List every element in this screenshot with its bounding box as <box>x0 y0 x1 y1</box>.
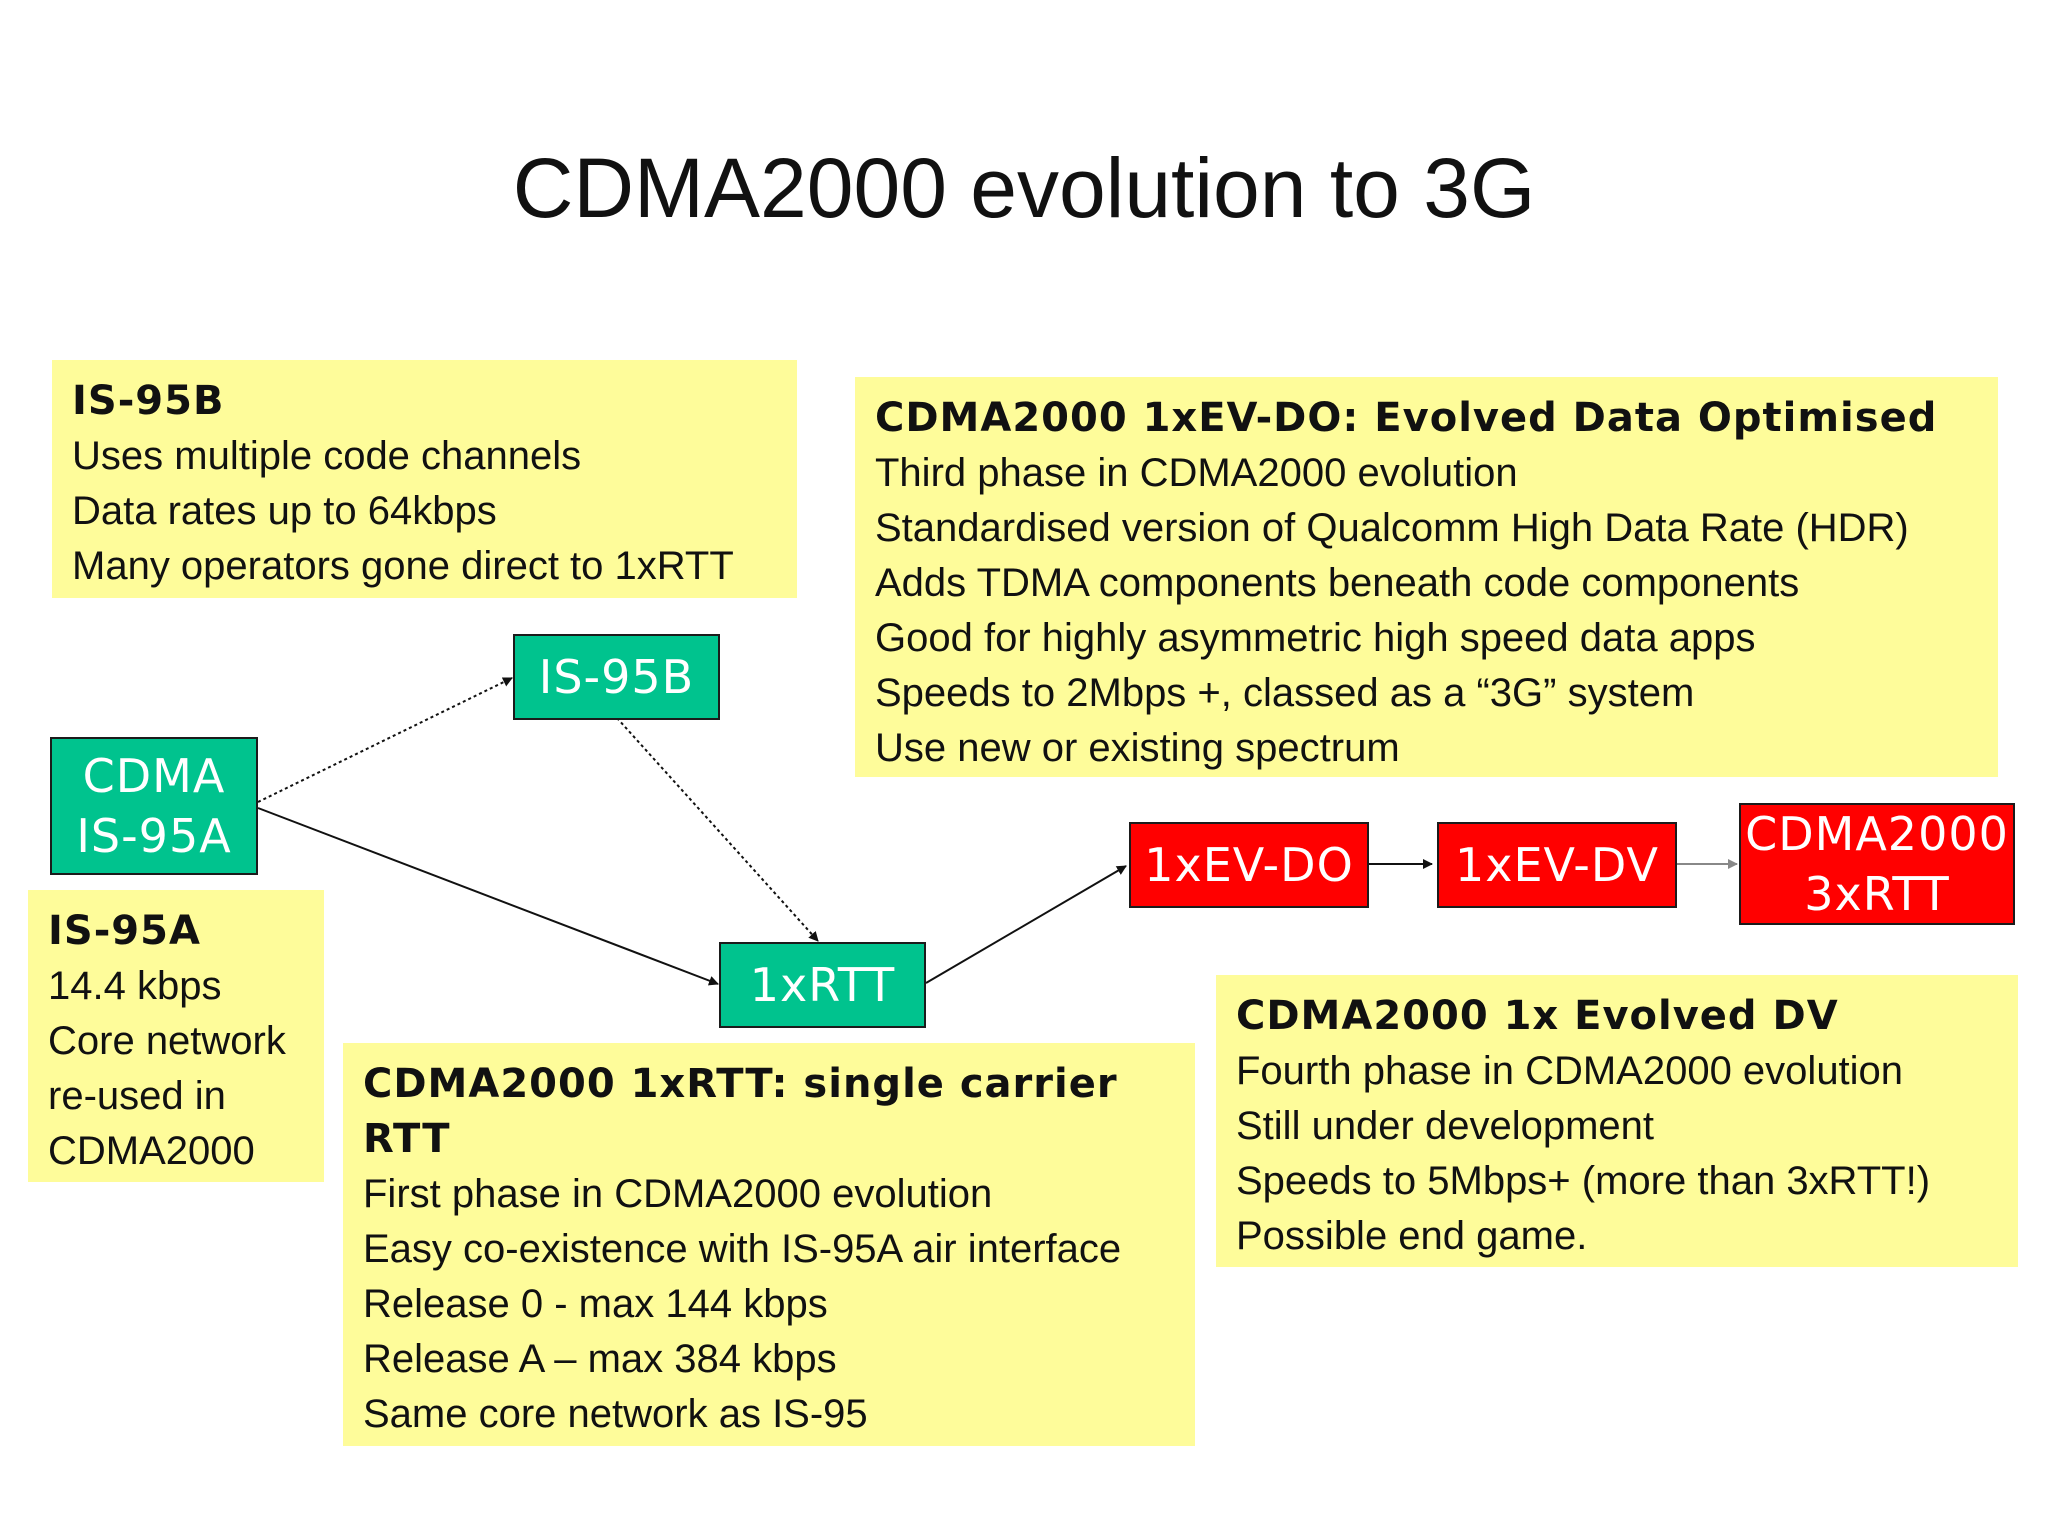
note-line: Still under development <box>1236 1104 1655 1148</box>
note-evdv: CDMA2000 1x Evolved DV Fourth phase in C… <box>1216 975 2018 1267</box>
note-heading: CDMA2000 1x Evolved DV <box>1236 993 1839 1039</box>
note-line: Easy co-existence with IS-95A air interf… <box>363 1227 1122 1271</box>
node-label: CDMA2000 <box>1745 807 2009 861</box>
node-label: IS-95B <box>538 650 695 704</box>
note-line: Release 0 - max 144 kbps <box>363 1282 828 1326</box>
node-label: 1xRTT <box>749 958 896 1012</box>
note-line: Speeds to 2Mbps +, classed as a “3G” sys… <box>875 671 1695 715</box>
note-line: Adds TDMA components beneath code compon… <box>875 561 1800 605</box>
note-line: Use new or existing spectrum <box>875 726 1400 770</box>
node-1xev-dv: 1xEV-DV <box>1437 822 1677 908</box>
note-line: First phase in CDMA2000 evolution <box>363 1172 993 1216</box>
note-is95a: IS-95A 14.4 kbps Core network re-used in… <box>28 890 324 1182</box>
node-1xrtt: 1xRTT <box>719 942 926 1028</box>
node-label: CDMA <box>82 749 226 803</box>
note-line: Core network <box>48 1019 286 1063</box>
note-1xrtt: CDMA2000 1xRTT: single carrier RTT First… <box>343 1043 1195 1446</box>
note-line: Many operators gone direct to 1xRTT <box>72 544 734 588</box>
note-line: Speeds to 5Mbps+ (more than 3xRTT!) <box>1236 1159 1931 1203</box>
node-1xev-do: 1xEV-DO <box>1129 822 1369 908</box>
note-heading: CDMA2000 1xEV-DO: Evolved Data Optimised <box>875 395 1938 441</box>
arrow-1xrtt-to-evdo <box>925 865 1127 984</box>
arrow-is95b-to-1xrtt <box>616 717 819 942</box>
note-heading: IS-95B <box>72 378 225 424</box>
note-line: Standardised version of Qualcomm High Da… <box>875 506 1909 550</box>
node-cdma-is95a: CDMA IS-95A <box>50 737 258 875</box>
note-line: Data rates up to 64kbps <box>72 489 497 533</box>
note-heading: RTT <box>363 1116 451 1162</box>
arrow-is95a-to-1xrtt <box>257 807 719 986</box>
arrow-is95a-to-is95b <box>257 677 513 803</box>
node-label: IS-95A <box>76 809 232 863</box>
note-line: Release A – max 384 kbps <box>363 1337 837 1381</box>
note-line: Fourth phase in CDMA2000 evolution <box>1236 1049 1904 1093</box>
note-line: Uses multiple code channels <box>72 434 582 478</box>
note-line: Good for highly asymmetric high speed da… <box>875 616 1756 660</box>
note-line: re-used in <box>48 1074 226 1118</box>
node-is95b: IS-95B <box>513 634 720 720</box>
node-cdma2000-3xrtt: CDMA2000 3xRTT <box>1739 803 2015 925</box>
note-line: 14.4 kbps <box>48 964 222 1008</box>
note-line: CDMA2000 <box>48 1129 255 1173</box>
note-heading: IS-95A <box>48 908 201 954</box>
note-is95b: IS-95B Uses multiple code channels Data … <box>52 360 797 598</box>
note-line: Third phase in CDMA2000 evolution <box>875 451 1518 495</box>
node-label: 1xEV-DO <box>1144 838 1354 892</box>
note-line: Possible end game. <box>1236 1214 1588 1258</box>
note-heading: CDMA2000 1xRTT: single carrier <box>363 1061 1118 1107</box>
slide-title: CDMA2000 evolution to 3G <box>512 141 1536 235</box>
node-label: 1xEV-DV <box>1454 838 1659 892</box>
note-evdo: CDMA2000 1xEV-DO: Evolved Data Optimised… <box>855 377 1998 777</box>
node-label: 3xRTT <box>1804 867 1950 921</box>
note-line: Same core network as IS-95 <box>363 1392 868 1436</box>
